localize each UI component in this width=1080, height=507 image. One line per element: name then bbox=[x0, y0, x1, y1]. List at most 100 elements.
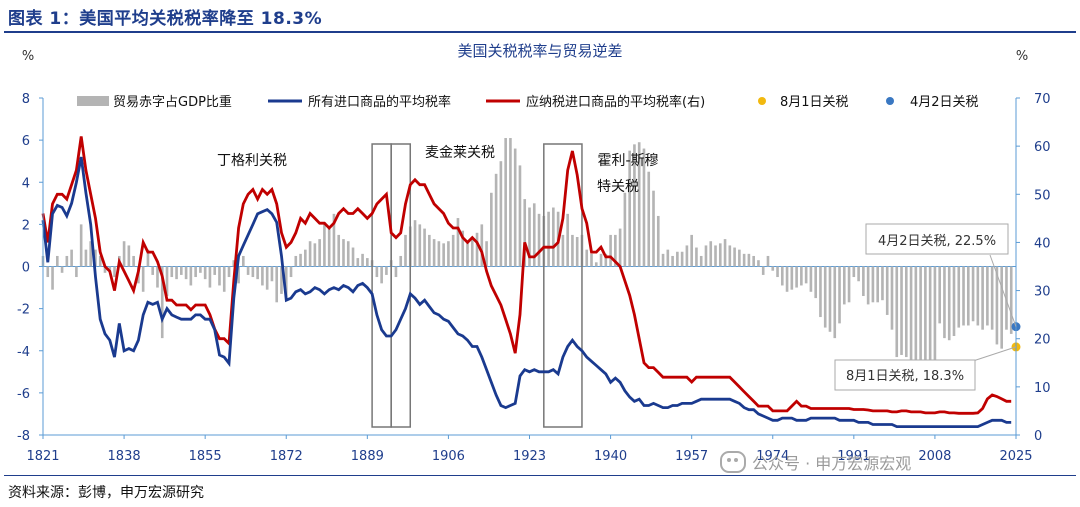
x-tick-label: 2008 bbox=[918, 449, 951, 464]
legend-bars-label: 贸易赤字占GDP比重 bbox=[113, 94, 232, 110]
deficit-bar bbox=[537, 213, 541, 267]
deficit-bar bbox=[337, 234, 341, 267]
legend-aug1-swatch bbox=[758, 97, 766, 105]
deficit-bar bbox=[776, 266, 779, 278]
deficit-bar bbox=[876, 266, 879, 303]
deficit-bar bbox=[351, 247, 355, 267]
deficit-bar bbox=[957, 266, 961, 328]
deficit-bar bbox=[499, 161, 503, 267]
deficit-bar bbox=[800, 266, 803, 286]
tariff-period-box bbox=[543, 143, 583, 428]
legend-apr2-label: 4月2日关税 bbox=[910, 95, 979, 110]
deficit-bar bbox=[428, 234, 431, 267]
deficit-bar bbox=[113, 266, 116, 278]
deficit-bar bbox=[933, 266, 937, 366]
watermark-text: 公众号 · 申万宏源宏观 bbox=[752, 454, 912, 473]
deficit-bar bbox=[437, 241, 441, 267]
legend-aug1-label: 8月1日关税 bbox=[780, 95, 849, 110]
mckinley-label: 麦金莱关税 bbox=[425, 145, 495, 161]
deficit-bar bbox=[75, 266, 78, 278]
deficit-bar bbox=[261, 266, 264, 286]
deficit-bar bbox=[356, 258, 360, 267]
deficit-bar bbox=[294, 255, 298, 267]
deficit-bar bbox=[60, 266, 64, 273]
deficit-bar bbox=[890, 266, 894, 330]
deficit-bar bbox=[904, 266, 908, 358]
deficit-bar bbox=[122, 241, 126, 267]
deficit-bar bbox=[828, 266, 832, 332]
x-tick-label: 1906 bbox=[432, 449, 465, 464]
deficit-bar bbox=[332, 213, 336, 267]
deficit-bar bbox=[761, 266, 765, 275]
deficit-bar bbox=[532, 203, 536, 267]
deficit-bar bbox=[308, 241, 312, 267]
deficit-bar bbox=[98, 255, 102, 267]
deficit-bar bbox=[881, 266, 884, 301]
deficit-bar bbox=[46, 266, 50, 278]
deficit-bar bbox=[528, 207, 531, 267]
deficit-bar bbox=[470, 237, 474, 267]
deficit-bar bbox=[656, 215, 660, 267]
deficit-bar bbox=[342, 239, 345, 267]
x-tick-label: 1889 bbox=[351, 449, 384, 464]
deficit-bar bbox=[852, 266, 856, 278]
deficit-bar bbox=[690, 234, 693, 267]
deficit-bar bbox=[265, 266, 269, 290]
apr2-callout: 4月2日关税, 22.5% bbox=[878, 234, 996, 249]
left-tick-label: 4 bbox=[22, 176, 30, 191]
x-tick-label: 1974 bbox=[756, 449, 789, 464]
deficit-bar bbox=[394, 266, 398, 278]
deficit-bar bbox=[523, 199, 527, 267]
deficit-bar bbox=[633, 144, 636, 267]
deficit-bar bbox=[218, 266, 221, 286]
deficit-bar bbox=[208, 266, 212, 288]
figure-title: 图表 1：美国平均关税税率降至 18.3% bbox=[8, 9, 323, 29]
deficit-bar bbox=[380, 266, 383, 284]
deficit-bar bbox=[609, 234, 612, 267]
deficit-bar bbox=[385, 266, 388, 275]
deficit-bar bbox=[108, 266, 112, 271]
deficit-bar bbox=[733, 247, 736, 267]
deficit-bar bbox=[323, 222, 326, 267]
deficit-bar bbox=[461, 230, 465, 267]
deficit-bar bbox=[637, 142, 641, 267]
deficit-bar bbox=[284, 266, 288, 301]
deficit-bar bbox=[709, 241, 713, 267]
deficit-bar bbox=[804, 266, 808, 284]
legend-dutiable-label: 应纳税进口商品的平均税率(右) bbox=[526, 94, 705, 110]
deficit-bar bbox=[823, 266, 827, 328]
deficit-bar bbox=[714, 245, 717, 267]
deficit-bar bbox=[141, 266, 145, 292]
deficit-bar bbox=[909, 266, 913, 362]
deficit-bar bbox=[771, 266, 775, 271]
legend-avg-label: 所有进口商品的平均税率 bbox=[308, 94, 451, 110]
deficit-bar bbox=[232, 260, 236, 267]
wechat-icon bbox=[720, 451, 746, 473]
deficit-bar bbox=[170, 266, 174, 278]
x-tick-label: 1991 bbox=[837, 449, 870, 464]
deficit-bar bbox=[89, 241, 93, 267]
deficit-bar bbox=[566, 213, 569, 267]
left-tick-label: 2 bbox=[22, 218, 30, 233]
left-tick-label: -2 bbox=[17, 303, 30, 318]
deficit-bar bbox=[699, 255, 703, 267]
deficit-bar bbox=[65, 255, 69, 267]
deficit-bar bbox=[552, 207, 555, 267]
deficit-bar bbox=[318, 239, 321, 267]
deficit-bar bbox=[480, 224, 484, 267]
aug1-leader bbox=[969, 346, 1017, 363]
apr2-leader bbox=[989, 254, 1017, 327]
deficit-bar bbox=[466, 241, 469, 267]
deficit-bar bbox=[742, 253, 746, 267]
deficit-bar bbox=[685, 245, 689, 267]
deficit-bar bbox=[160, 266, 164, 339]
deficit-bar bbox=[399, 255, 403, 267]
deficit-bar bbox=[857, 266, 860, 282]
legend-apr2-swatch bbox=[886, 97, 894, 105]
deficit-bar bbox=[571, 234, 574, 267]
x-tick-label: 1838 bbox=[108, 449, 141, 464]
deficit-bar bbox=[327, 226, 331, 267]
right-tick-label: 30 bbox=[1034, 285, 1051, 300]
deficit-bar bbox=[785, 266, 789, 292]
